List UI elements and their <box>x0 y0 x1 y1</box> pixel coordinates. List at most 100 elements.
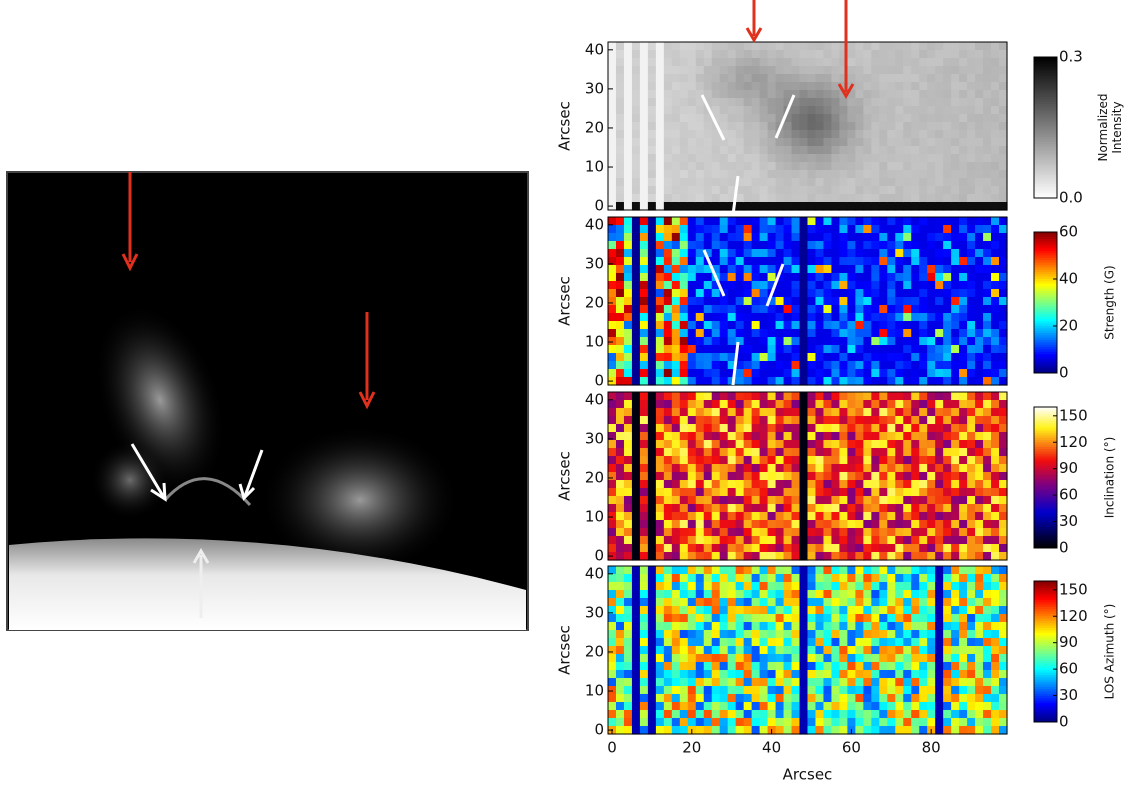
colorbar-segment <box>1034 363 1057 367</box>
heatmap-cell <box>831 654 841 663</box>
heatmap-cell <box>639 361 649 370</box>
heatmap-cell <box>615 566 625 575</box>
colorbar-segment <box>1034 257 1057 261</box>
heatmap-cell <box>799 82 809 91</box>
heatmap-cell <box>799 273 809 282</box>
heatmap-cell <box>775 170 785 179</box>
heatmap-cell <box>959 456 968 465</box>
heatmap-cell <box>927 416 936 425</box>
heatmap-cell <box>711 321 721 330</box>
heatmap-cell <box>735 702 745 711</box>
heatmap-cell <box>655 233 665 242</box>
heatmap-cell <box>807 154 817 163</box>
heatmap-cell <box>615 106 625 115</box>
heatmap-cell <box>623 400 633 409</box>
heatmap-cell <box>831 273 841 282</box>
heatmap-cell <box>791 504 801 513</box>
heatmap-cell <box>719 536 729 545</box>
heatmap-cell <box>887 536 896 545</box>
heatmap-cell <box>799 146 809 155</box>
heatmap-cell <box>879 273 888 282</box>
heatmap-cell <box>615 574 625 583</box>
heatmap-cell <box>767 114 777 123</box>
heatmap-cell <box>879 329 888 338</box>
heatmap-cell <box>671 361 681 370</box>
heatmap-cell <box>807 496 817 505</box>
heatmap-cell <box>775 552 785 561</box>
heatmap-cell <box>847 678 856 687</box>
heatmap-cell <box>815 544 825 553</box>
heatmap-cell <box>751 305 761 314</box>
heatmap-cell <box>863 678 872 687</box>
heatmap-cell <box>863 154 872 163</box>
heatmap-cell <box>831 353 841 362</box>
heatmap-cell <box>703 606 713 615</box>
heatmap-cell <box>959 82 968 91</box>
heatmap-cell <box>927 488 936 497</box>
heatmap-cell <box>839 233 848 242</box>
heatmap-cell <box>639 90 649 99</box>
heatmap-cell <box>871 154 880 163</box>
heatmap-cell <box>663 472 673 481</box>
heatmap-cell <box>855 400 864 409</box>
heatmap-cell <box>767 488 777 497</box>
heatmap-cell <box>903 74 912 83</box>
heatmap-cell <box>823 654 833 663</box>
heatmap-cell <box>807 321 817 330</box>
heatmap-cell <box>879 606 888 615</box>
heatmap-cell <box>711 50 721 59</box>
colorbar-segment <box>1034 111 1057 114</box>
heatmap-cell <box>767 496 777 505</box>
heatmap-cell <box>959 66 968 75</box>
heatmap-cell <box>967 353 976 362</box>
heatmap-cell <box>751 114 761 123</box>
heatmap-cell <box>999 566 1008 575</box>
heatmap-cell <box>823 90 833 99</box>
heatmap-cell <box>991 162 1000 171</box>
heatmap-cell <box>975 233 984 242</box>
heatmap-cell <box>767 654 777 663</box>
heatmap-cell <box>727 424 737 433</box>
heatmap-cell <box>759 638 769 647</box>
heatmap-cell <box>983 90 992 99</box>
heatmap-cell <box>871 662 880 671</box>
heatmap-cell <box>639 106 649 115</box>
heatmap-cell <box>719 217 729 226</box>
colorbar-segment <box>1034 416 1057 420</box>
heatmap-cell <box>631 392 641 401</box>
heatmap-cell <box>927 528 936 537</box>
heatmap-cell <box>999 646 1008 655</box>
heatmap-cell <box>855 90 864 99</box>
heatmap-cell <box>887 66 896 75</box>
heatmap-cell <box>743 154 753 163</box>
heatmap-cell <box>871 574 880 583</box>
colorbar-segment <box>1034 71 1057 74</box>
heatmap-cell <box>887 194 896 203</box>
heatmap-cell <box>927 130 936 139</box>
heatmap-cell <box>631 249 641 258</box>
heatmap-cell <box>751 202 761 211</box>
heatmap-cell <box>759 598 769 607</box>
heatmap-cell <box>615 170 625 179</box>
heatmap-cell <box>631 178 641 187</box>
heatmap-cell <box>903 552 912 561</box>
heatmap-cell <box>935 162 944 171</box>
heatmap-cell <box>719 606 729 615</box>
heatmap-cell <box>967 281 976 290</box>
heatmap-cell <box>815 66 825 75</box>
heatmap-cell <box>991 225 1000 234</box>
heatmap-cell <box>847 456 856 465</box>
heatmap-cell <box>759 606 769 615</box>
heatmap-cell <box>807 552 817 561</box>
heatmap-cell <box>807 114 817 123</box>
heatmap-cell <box>647 178 657 187</box>
heatmap-cell <box>967 662 976 671</box>
heatmap-cell <box>975 440 984 449</box>
heatmap-cell <box>711 66 721 75</box>
heatmap-cell <box>951 90 960 99</box>
heatmap-texture <box>608 42 1008 211</box>
heatmap-cell <box>975 480 984 489</box>
heatmap-cell <box>639 472 649 481</box>
heatmap-cell <box>703 361 713 370</box>
heatmap-cell <box>775 138 785 147</box>
